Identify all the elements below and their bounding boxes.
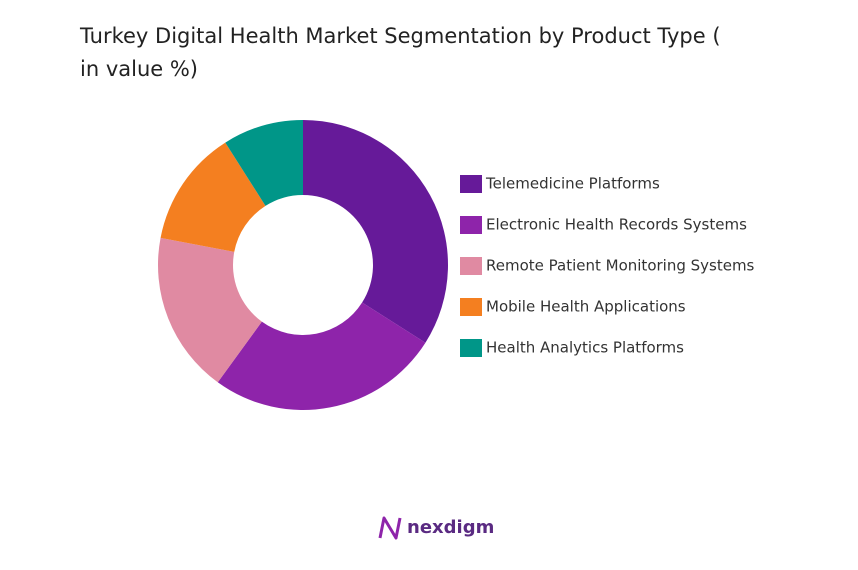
legend-swatch [460, 257, 482, 275]
chart-title: Turkey Digital Health Market Segmentatio… [80, 24, 721, 81]
logo-icon [378, 516, 402, 540]
donut-slice [303, 120, 449, 343]
logo-text: nexdigm [407, 517, 494, 538]
legend-swatch [460, 175, 482, 193]
legend-label: Telemedicine Platforms [485, 175, 660, 193]
legend-swatch [460, 339, 482, 357]
donut-slice [217, 302, 426, 410]
legend-label: Electronic Health Records Systems [486, 216, 747, 234]
legend-swatch [460, 216, 482, 234]
donut-slice [225, 120, 303, 206]
legend-label: Remote Patient Monitoring Systems [486, 257, 755, 275]
donut-slice [157, 237, 262, 383]
legend-label: Mobile Health Applications [486, 298, 686, 316]
donut-slice [160, 142, 266, 252]
legend-swatch [460, 298, 482, 316]
legend-label: Health Analytics Platforms [486, 339, 684, 357]
